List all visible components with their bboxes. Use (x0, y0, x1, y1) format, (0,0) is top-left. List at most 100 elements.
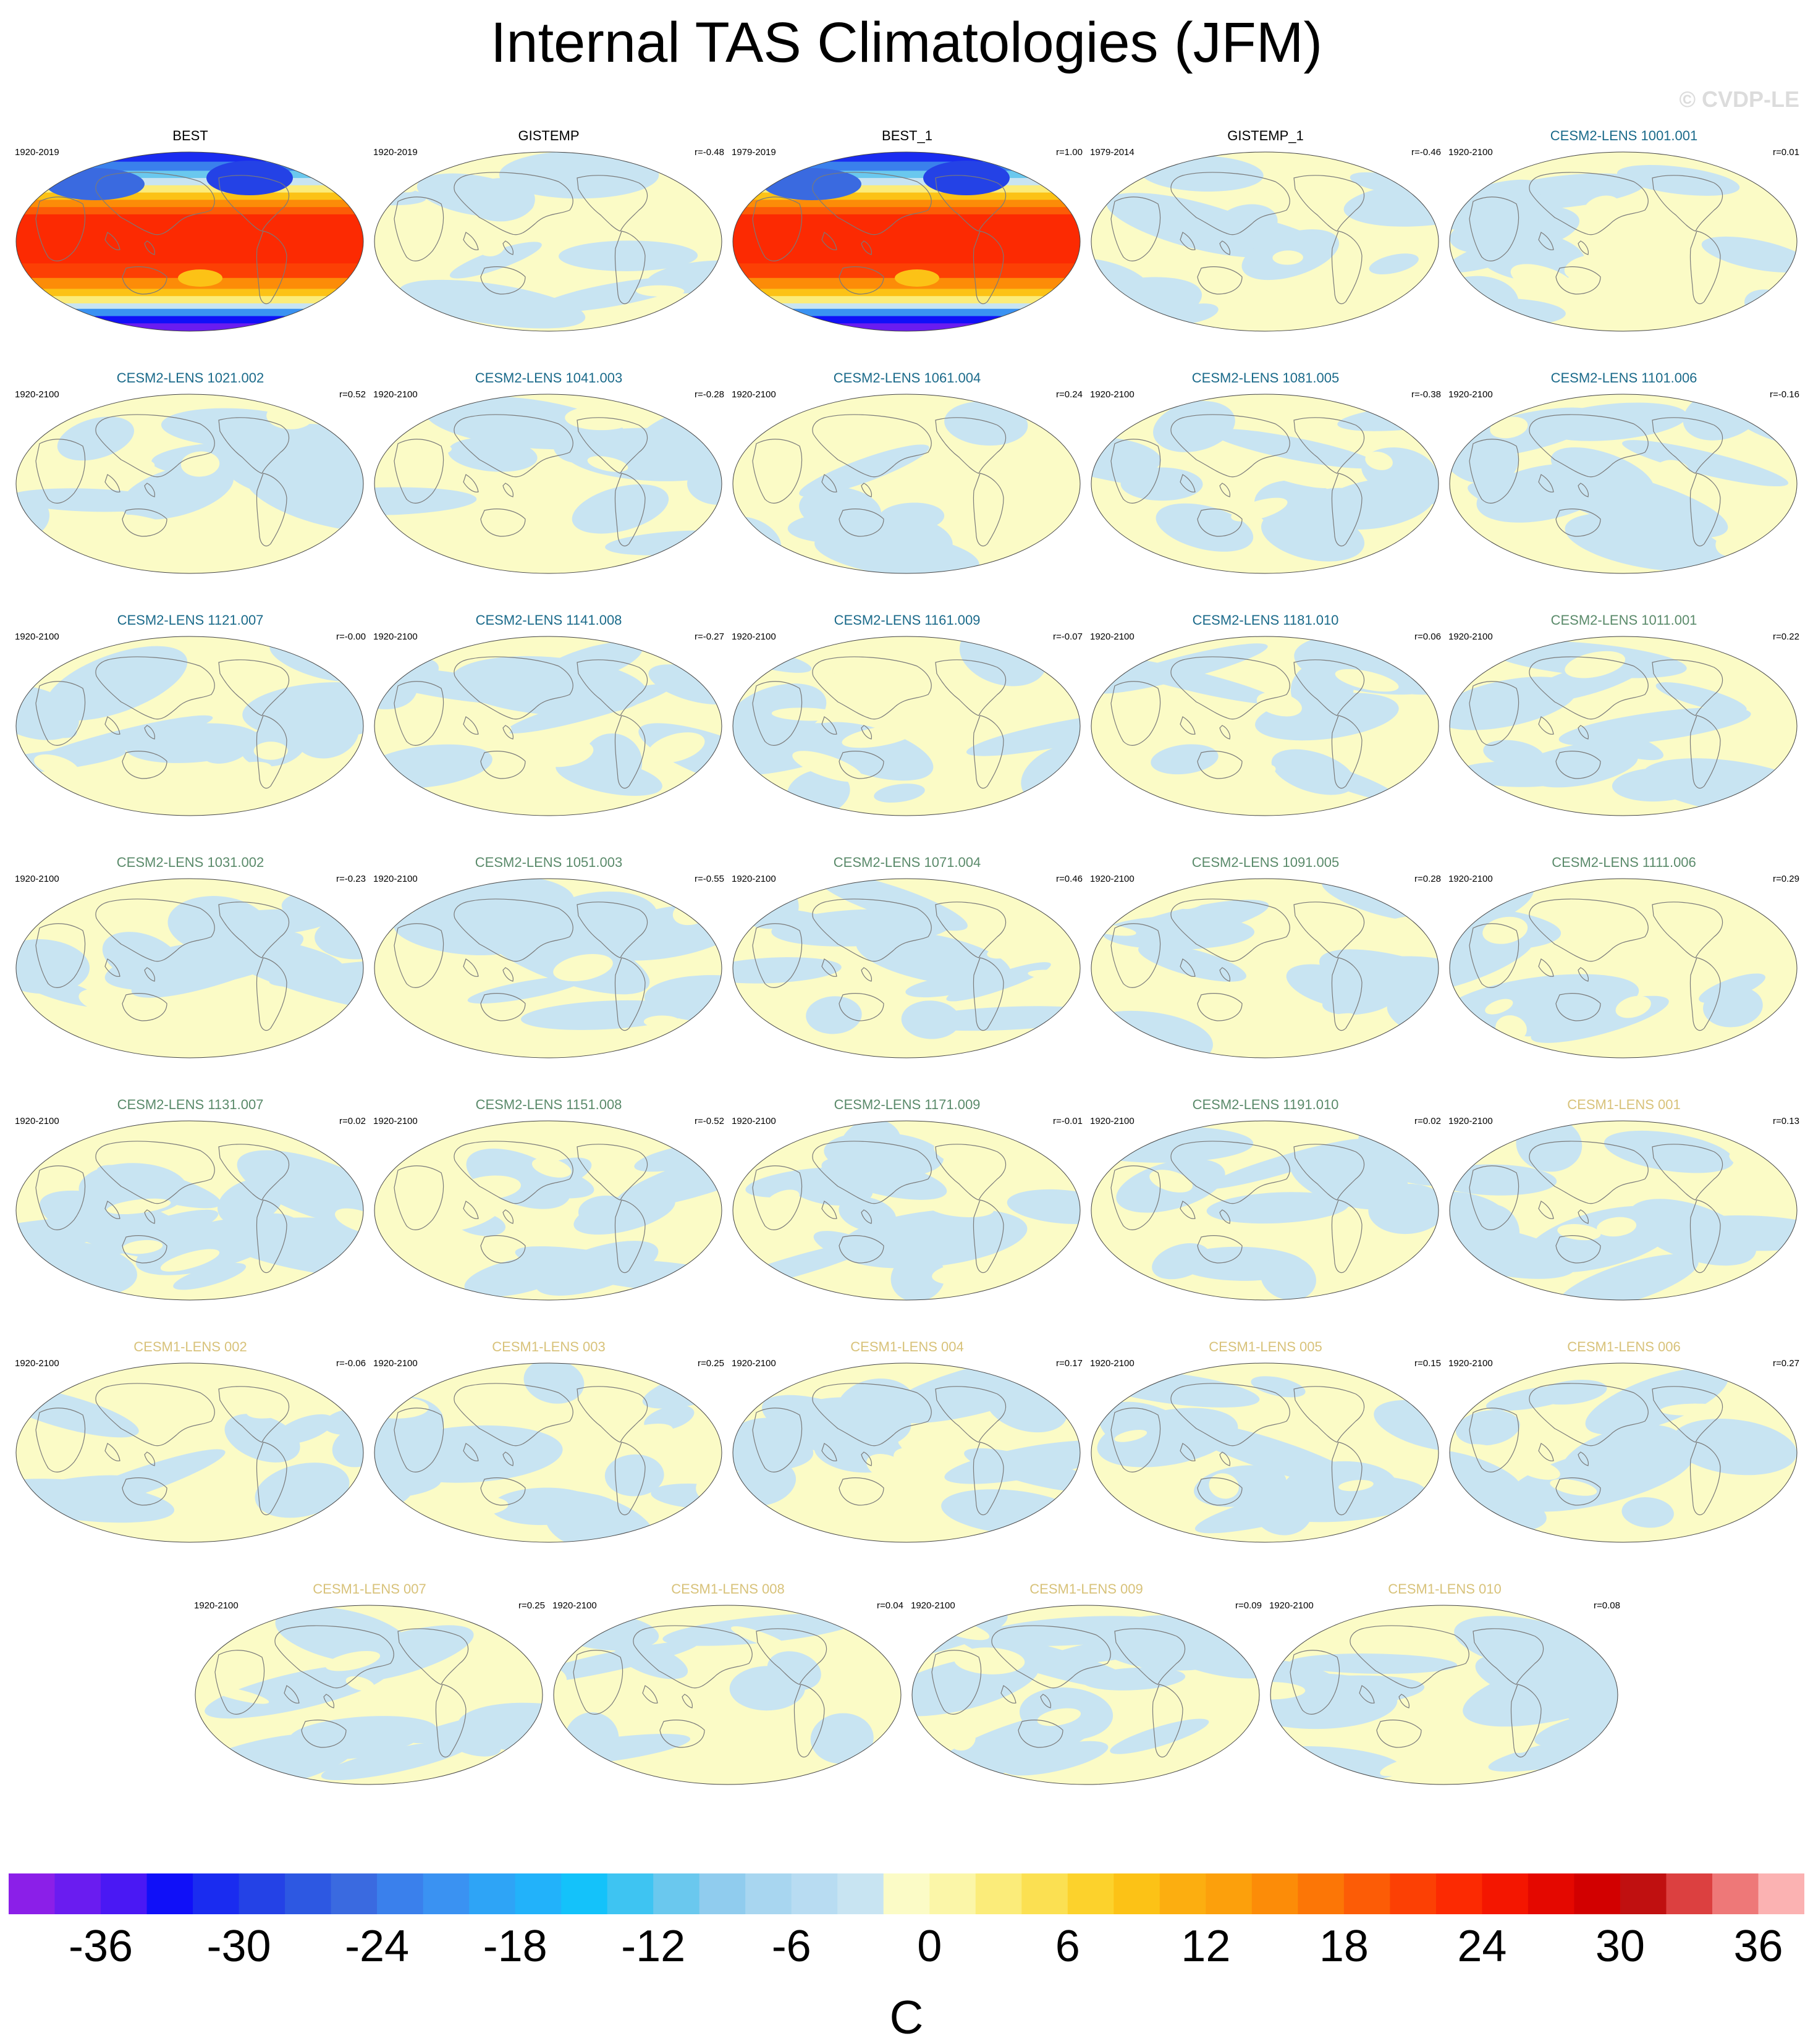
anomaly-region (441, 1495, 509, 1516)
map-panel: CESM1-LENS 006 1920-2100 r=0.27 (1445, 1338, 1803, 1574)
colorbar-box (285, 1873, 332, 1914)
anomaly-region (1560, 1424, 1684, 1490)
anomaly-region (1091, 1258, 1116, 1273)
coastline (1350, 1625, 1469, 1689)
anomaly-region (467, 976, 584, 1004)
coastline (1555, 509, 1601, 537)
colorbar: -36 -30 -24 -18 -12 -6 0 6 12 18 24 30 36 (9, 1873, 1804, 1971)
anomaly-region (1565, 512, 1726, 572)
coastline (95, 898, 215, 962)
anomaly-region (987, 947, 1015, 959)
coastline (1529, 414, 1649, 478)
coastline (1469, 681, 1519, 746)
anomaly-region (615, 1642, 688, 1679)
coastline (104, 1201, 120, 1219)
anomaly-region (1558, 707, 1751, 746)
panel-correlation: r=0.09 (1235, 1600, 1262, 1611)
anomaly-region (449, 242, 542, 279)
coastline (1578, 725, 1589, 740)
anomaly-region (1701, 236, 1797, 272)
panel-title: CESM1-LENS 003 (492, 1339, 606, 1354)
colorbar-tick-label: 12 (1181, 1922, 1230, 1971)
panel-period: 1920-2100 (1448, 389, 1493, 400)
anomaly-region (321, 1740, 471, 1780)
coastline (821, 474, 837, 492)
anomaly-region (266, 1383, 298, 1400)
coastline (573, 1650, 623, 1715)
panel-title: CESM2-LENS 1131.007 (117, 1097, 264, 1112)
colorbar-box (1435, 1873, 1482, 1914)
anomaly-region (614, 1141, 722, 1209)
coastline (973, 1442, 1004, 1516)
panel-correlation: r=-0.07 (1053, 631, 1083, 642)
anomaly-region (1557, 1224, 1601, 1241)
anomaly-region (771, 707, 841, 721)
coastline (935, 417, 1007, 474)
coastline (144, 483, 155, 497)
anomaly-region (553, 953, 613, 981)
anomaly-region (813, 1231, 893, 1267)
map-border (1270, 1605, 1618, 1785)
colorbar-box (1574, 1873, 1621, 1914)
map-panel: CESM1-LENS 004 1920-2100 r=0.17 (728, 1338, 1086, 1574)
colorbar-box (1298, 1873, 1345, 1914)
panel-title: CESM1-LENS 009 (1029, 1581, 1143, 1597)
coastline (935, 1386, 1007, 1443)
anomaly-region (1156, 503, 1254, 552)
panel-period: 1920-2100 (1269, 1600, 1314, 1611)
anomaly-region (895, 269, 939, 287)
anomaly-region (979, 1029, 1032, 1051)
world-map (732, 394, 1081, 574)
temperature-band (16, 308, 363, 317)
coastline (1114, 1628, 1186, 1685)
anomaly-region (208, 1686, 269, 1704)
coastline (839, 751, 884, 779)
coastline (1219, 1451, 1230, 1466)
panel-title: BEST_1 (882, 128, 932, 143)
map-panel: CESM2-LENS 1171.009 1920-2100 r=-0.01 (728, 1096, 1086, 1332)
coastline (480, 751, 526, 779)
coastline (1538, 716, 1554, 735)
panel-title: CESM2-LENS 1151.008 (475, 1097, 622, 1112)
anomaly-region (16, 711, 77, 738)
map-border (374, 1362, 722, 1543)
anomaly-region (1113, 900, 1269, 944)
anomaly-region (1177, 892, 1208, 910)
anomaly-region (879, 1491, 941, 1514)
coastline (1529, 1141, 1649, 1204)
colorbar-box (975, 1873, 1022, 1914)
coastline (218, 902, 290, 958)
map-border (374, 636, 722, 816)
coastline (1180, 716, 1196, 735)
map-border (374, 1120, 722, 1301)
anomaly-region (1515, 1459, 1560, 1480)
anomaly-region (1483, 740, 1545, 768)
colorbar-box (239, 1873, 285, 1914)
coastline (144, 1451, 155, 1466)
anomaly-region (840, 1658, 896, 1687)
anomaly-region (559, 240, 698, 271)
anomaly-region (1536, 1380, 1607, 1405)
panel-title: CESM2-LENS 1091.005 (1191, 855, 1340, 870)
map-panel: CESM2-LENS 1151.008 1920-2100 r=-0.52 (370, 1096, 728, 1332)
coastline (973, 473, 1004, 547)
anomaly-region (863, 1506, 889, 1532)
anomaly-region (193, 909, 332, 937)
colorbar-box (561, 1873, 608, 1914)
coastline (821, 1201, 837, 1219)
coastline (1170, 1383, 1290, 1446)
world-map (553, 1605, 902, 1785)
coastline (1152, 1684, 1183, 1758)
map-border (15, 1120, 364, 1301)
coastline (1170, 414, 1290, 478)
map-border (15, 394, 364, 574)
anomaly-region (1041, 1629, 1214, 1665)
anomaly-region (653, 1704, 698, 1715)
map-panel: CESM2-LENS 1091.005 1920-2100 r=0.28 (1086, 854, 1445, 1090)
coastline (1170, 1141, 1290, 1204)
colorbar-box (1114, 1873, 1160, 1914)
coastline (256, 1442, 287, 1516)
anomaly-region (1272, 250, 1303, 265)
coastline (861, 725, 872, 740)
anomaly-region (16, 488, 169, 512)
